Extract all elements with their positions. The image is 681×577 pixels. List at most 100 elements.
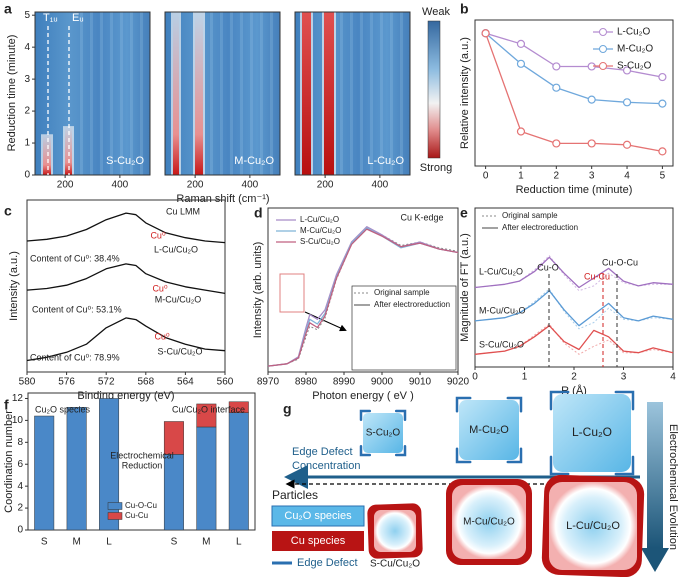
- edge-defect: [614, 455, 635, 476]
- x-tick-label: 576: [58, 377, 75, 388]
- edge-defect: [549, 390, 570, 411]
- heatmap-streak: [380, 12, 383, 175]
- heatmap-peak: [43, 134, 51, 175]
- arrow-label: Concentration: [292, 460, 361, 472]
- series-line: [26, 212, 226, 244]
- particle-core: [374, 510, 416, 552]
- edge-defect: [455, 396, 472, 413]
- point: [552, 62, 561, 71]
- y-tick-label: 0: [17, 525, 23, 536]
- x-tick-label: 5: [660, 171, 666, 182]
- legend-swatch: [107, 502, 123, 510]
- panel-letter: e: [460, 205, 468, 221]
- plot-frame: [34, 11, 151, 176]
- annotation: L-Cu/Cu₂O: [154, 244, 198, 254]
- plot-frame: [26, 199, 226, 373]
- annotation: Cu/Cu₂O interface: [172, 404, 245, 414]
- legend-label: S-Cu/Cu₂O: [300, 237, 340, 246]
- edge-defect: [614, 390, 635, 411]
- point: [516, 39, 526, 48]
- x-tick-label: 568: [137, 377, 154, 388]
- colorbar-label: Weak: [422, 6, 450, 18]
- legend-label: M-Cu₂O: [617, 44, 653, 55]
- x-tick-label: 200: [187, 180, 204, 191]
- heatmap: [295, 12, 410, 175]
- heatmap-peak: [195, 12, 203, 175]
- x-tick-label: S: [41, 537, 48, 548]
- x-tick-label: S: [171, 537, 178, 548]
- heatmap-streak: [270, 12, 273, 175]
- point: [516, 127, 526, 136]
- x-axis-label: Binding energy (eV): [77, 390, 174, 402]
- annotation: L-Cu/Cu₂O: [479, 266, 523, 276]
- heatmap-streak: [90, 12, 93, 175]
- y-axis-label: Intensity (arb. units): [252, 242, 264, 339]
- annotation: Cu₂O species: [35, 404, 91, 414]
- colorbar: [427, 20, 441, 159]
- x-tick-label: M: [202, 537, 210, 548]
- series-line: [474, 325, 674, 355]
- particle-label: S-Cu₂O: [366, 428, 401, 439]
- point: [622, 98, 632, 107]
- point: [658, 72, 667, 82]
- y-tick-label: 4: [24, 42, 30, 53]
- annotation: Cu-Cu: [584, 271, 610, 281]
- heatmap-peak: [173, 12, 179, 175]
- heatmap-streak: [260, 12, 263, 175]
- x-tick-label: 8970: [257, 377, 280, 388]
- x-tick-label: 560: [217, 377, 234, 388]
- x-axis-label: R (Å): [561, 384, 587, 397]
- x-tick-label: 9020: [447, 377, 470, 388]
- x-tick-label: 564: [177, 377, 194, 388]
- annotation: Cu-O: [537, 262, 559, 272]
- y-axis-label: Magnitude of FT (a.u.): [459, 233, 471, 342]
- legend-label: After electroreduction: [502, 223, 578, 232]
- y-tick-label: 2: [24, 106, 30, 117]
- point: [622, 66, 632, 75]
- colorbar-label: Strong: [420, 162, 452, 174]
- legend-label: Original sample: [502, 211, 558, 220]
- heatmap-streak: [80, 12, 83, 175]
- panel-letter: c: [4, 203, 12, 219]
- legend-label: Cu₂O species: [284, 510, 352, 522]
- x-tick-label: 3: [621, 372, 627, 383]
- panel-letter: g: [283, 401, 292, 417]
- y-tick-label: 0: [24, 170, 30, 181]
- annotation: Cu⁰: [150, 230, 166, 240]
- bar: [163, 421, 184, 455]
- heatmap-streak: [130, 12, 133, 175]
- annotation: Content of Cu⁰: 38.4%: [30, 253, 120, 263]
- legend-label: After electroreduction: [374, 300, 450, 309]
- bar: [99, 398, 120, 531]
- legend-label: L-Cu₂O: [617, 27, 651, 38]
- panel-letter: d: [254, 205, 263, 221]
- x-tick-label: 2: [571, 372, 577, 383]
- heatmap-streak: [360, 12, 363, 175]
- x-tick-label: 400: [372, 180, 389, 191]
- heatmap-streak: [250, 12, 253, 175]
- y-tick-label: 10: [12, 415, 24, 426]
- plot-label: L-Cu₂O: [367, 155, 404, 167]
- legend-swatch: [272, 531, 364, 551]
- plot-frame: [164, 11, 281, 176]
- edge-defect: [394, 409, 407, 422]
- annotation: Reduction: [122, 460, 163, 470]
- particle-core: [452, 485, 526, 559]
- edge-defect: [506, 396, 523, 413]
- annotation: Cu⁰: [154, 331, 170, 341]
- plot-frame: [267, 207, 459, 373]
- edge-defect: [506, 447, 523, 464]
- x-tick-label: 400: [242, 180, 259, 191]
- series-line: [267, 228, 459, 367]
- y-axis-label: Coordination number: [3, 410, 15, 513]
- particle-label: S-Cu/Cu₂O: [370, 559, 420, 570]
- plot-label: M-Cu₂O: [234, 155, 274, 167]
- x-tick-label: 580: [19, 377, 36, 388]
- annotation: Content of Cu⁰: 78.9%: [30, 352, 120, 362]
- heatmap-streak: [220, 12, 223, 175]
- heatmap-streak: [350, 12, 353, 175]
- evolution-arrow-head: [641, 548, 669, 572]
- annotation: M-Cu/Cu₂O: [155, 294, 202, 304]
- plot-frame: [294, 11, 411, 176]
- legend-label: Cu-O-Cu: [125, 501, 157, 510]
